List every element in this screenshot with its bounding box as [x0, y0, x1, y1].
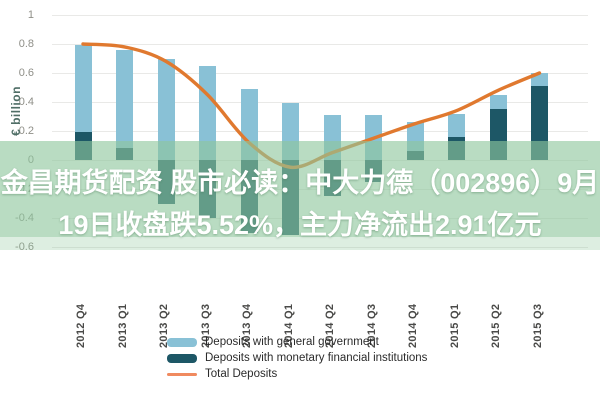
legend-label: Deposits with monetary financial institu… [205, 352, 428, 364]
news-overlay-banner [0, 141, 600, 237]
x-tick-label: 2015 Q2 [490, 303, 502, 348]
y-tick-label: 1 [27, 9, 34, 21]
legend-item: Total Deposits [167, 366, 427, 382]
y-tick-label: 0.4 [18, 96, 34, 108]
x-tick-label: 2012 Q4 [75, 303, 87, 348]
legend-item: Deposits with general government [167, 334, 427, 350]
chart-legend: Deposits with general government Deposits… [167, 334, 427, 382]
bar-government-deposits [489, 94, 507, 110]
legend-swatch-bar [167, 337, 197, 347]
legend-item: Deposits with monetary financial institu… [167, 350, 427, 366]
legend-swatch-line [167, 372, 197, 376]
y-tick-label: -0.6 [15, 241, 34, 253]
y-tick-label: 0.8 [18, 38, 34, 50]
x-tick-label: 2015 Q3 [531, 303, 544, 348]
news-overlay-banner-fade [0, 237, 600, 250]
y-tick-label: 0.2 [18, 125, 34, 137]
bar-government-deposits [448, 113, 465, 137]
overlay-headline-line2: 19日收盘跌5.52%，主力净流出2.91亿元 [58, 210, 542, 240]
x-tick-label: 2015 Q1 [448, 303, 461, 348]
gridline [52, 15, 588, 16]
bar-government-deposits [116, 49, 133, 149]
legend-swatch-bar [167, 353, 197, 363]
gridline [52, 247, 588, 248]
y-tick-label: 0.6 [18, 67, 34, 79]
bar-government-deposits [74, 45, 92, 133]
legend-label: Deposits with general government [205, 336, 379, 348]
overlay-headline-line1: 金昌期货配资 股市必读：中大力德（002896）9月 [0, 168, 600, 198]
legend-label: Total Deposits [205, 368, 278, 380]
gridline [52, 44, 588, 45]
bar-government-deposits [531, 73, 548, 87]
x-tick-label: 2013 Q1 [116, 303, 129, 348]
